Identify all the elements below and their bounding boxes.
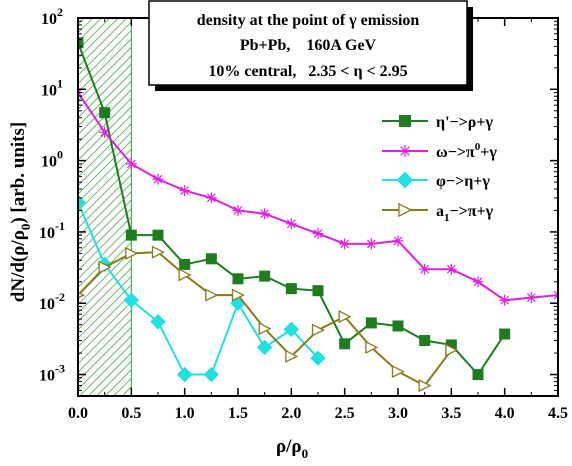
data-point: [392, 320, 404, 332]
legend-item-1: η'−>ρ+γ: [382, 114, 493, 131]
legend-item-3: φ−>η+γ: [382, 171, 490, 190]
y-tick-label: 100: [41, 148, 63, 171]
x-tick-label: 4.0: [495, 405, 515, 422]
data-point: [283, 321, 300, 338]
data-point: [310, 350, 326, 366]
y-tick-label: 10-1: [39, 219, 65, 242]
data-point: [232, 204, 244, 216]
y-tick-label: 101: [41, 76, 63, 99]
y-tick-label: 10-2: [39, 290, 65, 313]
y-tick-label: 102: [41, 5, 63, 28]
data-point: [285, 218, 297, 230]
data-point: [205, 288, 219, 302]
data-point: [285, 349, 299, 363]
series-line: [78, 201, 319, 376]
data-point: [445, 263, 457, 275]
shaded-region: [77, 17, 132, 397]
data-point: [311, 323, 325, 337]
x-tick-label: 3.5: [441, 405, 461, 422]
x-tick-label: 0.0: [68, 405, 88, 422]
data-point: [98, 260, 112, 274]
data-point: [123, 292, 140, 308]
data-point: [392, 235, 404, 247]
data-point: [205, 192, 217, 204]
x-axis-label: ρ/ρ0: [276, 436, 308, 461]
data-point: [365, 317, 377, 329]
data-point: [231, 288, 245, 302]
data-point: [78, 291, 85, 299]
data-point: [499, 294, 511, 306]
y-axis-label: dN/d(ρ/ρ0) [arb. units]: [8, 122, 33, 302]
data-point: [419, 263, 431, 275]
data-point: [179, 185, 191, 197]
data-point: [152, 173, 164, 185]
data-point: [259, 208, 271, 220]
data-point: [256, 339, 273, 356]
data-point: [78, 37, 84, 49]
x-tick-label: 3.0: [388, 405, 408, 422]
data-point: [78, 194, 86, 211]
data-point: [125, 246, 139, 260]
data-point: [99, 107, 111, 119]
x-tick-label: 0.5: [121, 405, 141, 422]
legend: η'−>ρ+γ ω−>π0+γ φ−>η+γ a1−>π+γ: [382, 114, 497, 224]
data-point: [339, 338, 351, 350]
y-tick-label: 10-3: [39, 362, 65, 385]
data-point: [179, 258, 191, 270]
data-point: [499, 328, 511, 340]
data-point: [205, 253, 217, 265]
data-point: [151, 245, 165, 259]
data-point: [419, 335, 431, 347]
info-box-panel: [148, 0, 468, 86]
info-line-3: 10% central, 2.35 < η < 2.95: [208, 63, 407, 80]
x-tick-label: 1.0: [175, 405, 195, 422]
info-line-1: density at the point of γ emission: [197, 12, 420, 29]
x-tick-label: 2.5: [335, 405, 355, 422]
data-point: [339, 238, 351, 250]
data-point: [176, 366, 193, 383]
data-point: [99, 126, 111, 138]
data-point: [472, 369, 484, 381]
data-point: [203, 366, 220, 383]
legend-marker: [398, 144, 412, 158]
x-tick-label: 4.5: [548, 405, 568, 422]
data-point: [365, 340, 379, 354]
data-point: [365, 238, 377, 250]
data-point: [150, 314, 166, 330]
series-layer: [78, 37, 558, 393]
legend-item-4: a1−>π+γ: [382, 202, 494, 224]
series-1: [78, 37, 511, 381]
data-point: [391, 365, 405, 379]
info-line-2: Pb+Pb, 160A GeV: [240, 37, 377, 54]
data-point: [445, 343, 459, 357]
legend-label: φ−>η+γ: [436, 173, 490, 190]
data-point: [125, 158, 137, 170]
data-point: [285, 283, 297, 295]
x-tick-label: 2.0: [281, 405, 301, 422]
legend-label: ω−>π0+γ: [436, 141, 497, 161]
data-point: [338, 310, 352, 324]
x-tick-label: 1.5: [228, 405, 248, 422]
data-point: [258, 322, 272, 336]
legend-marker: [396, 171, 414, 189]
legend-label: η'−>ρ+γ: [436, 114, 493, 131]
data-point: [472, 276, 484, 288]
data-point: [152, 229, 164, 241]
legend-item-2: ω−>π0+γ: [382, 141, 497, 161]
legend-label: a1−>π+γ: [436, 203, 494, 224]
series-4: [78, 245, 459, 393]
data-point: [232, 273, 244, 285]
data-point: [259, 270, 271, 282]
series-2: [78, 87, 558, 306]
legend-marker: [398, 202, 413, 218]
data-point: [125, 229, 137, 241]
data-point: [418, 379, 432, 393]
legend-marker: [399, 115, 411, 127]
data-point: [312, 228, 324, 240]
data-point: [178, 268, 192, 282]
info-box: density at the point of γ emission Pb+Pb…: [148, 0, 473, 91]
data-point: [525, 292, 537, 304]
data-point: [312, 285, 324, 297]
